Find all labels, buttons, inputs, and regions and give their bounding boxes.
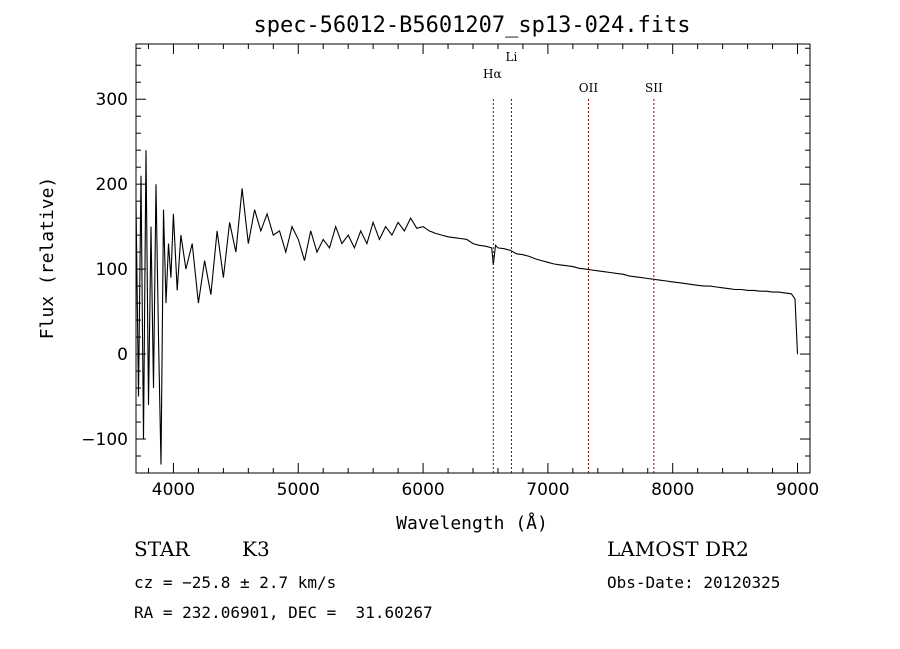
spectrum-line: [135, 150, 799, 465]
observation-date: Obs-Date: 20120325: [607, 573, 781, 592]
x-tick-label: 8000: [651, 480, 694, 500]
y-tick-label: 200: [96, 175, 128, 195]
chart-title: spec-56012-B5601207_sp13-024.fits: [253, 13, 690, 38]
y-tick-label: −100: [81, 430, 128, 450]
y-tick-label: 100: [96, 260, 128, 280]
spectral-line-label: Li: [506, 50, 518, 64]
x-tick-label: 9000: [776, 480, 819, 500]
spectral-line-label: SII: [645, 81, 663, 95]
plot-frame: [135, 43, 811, 474]
y-tick-label: 0: [117, 345, 128, 365]
object-subclass: K3: [242, 537, 270, 561]
survey-release: LAMOST DR2: [607, 537, 749, 561]
x-axis-title: Wavelength (Å): [396, 512, 548, 534]
x-tick-label: 5000: [277, 480, 320, 500]
spectral-line-label: Hα: [483, 67, 502, 81]
object-type: STAR: [134, 537, 190, 561]
x-tick-label: 7000: [526, 480, 569, 500]
spectral-line-label: OII: [579, 81, 599, 95]
plot-area: Hα Li OII SII 4000 5000 6000 7000 8000 9000 −100 0 1…: [81, 43, 819, 500]
redshift-velocity: cz = −25.8 ± 2.7 km/s: [134, 573, 337, 592]
y-axis-title: Flux (relative): [37, 177, 58, 340]
y-tick-label: 300: [96, 90, 128, 110]
x-tick-label: 6000: [401, 480, 444, 500]
x-tick-label: 4000: [152, 480, 195, 500]
sky-coordinates: RA = 232.06901, DEC = 31.60267: [134, 603, 433, 622]
